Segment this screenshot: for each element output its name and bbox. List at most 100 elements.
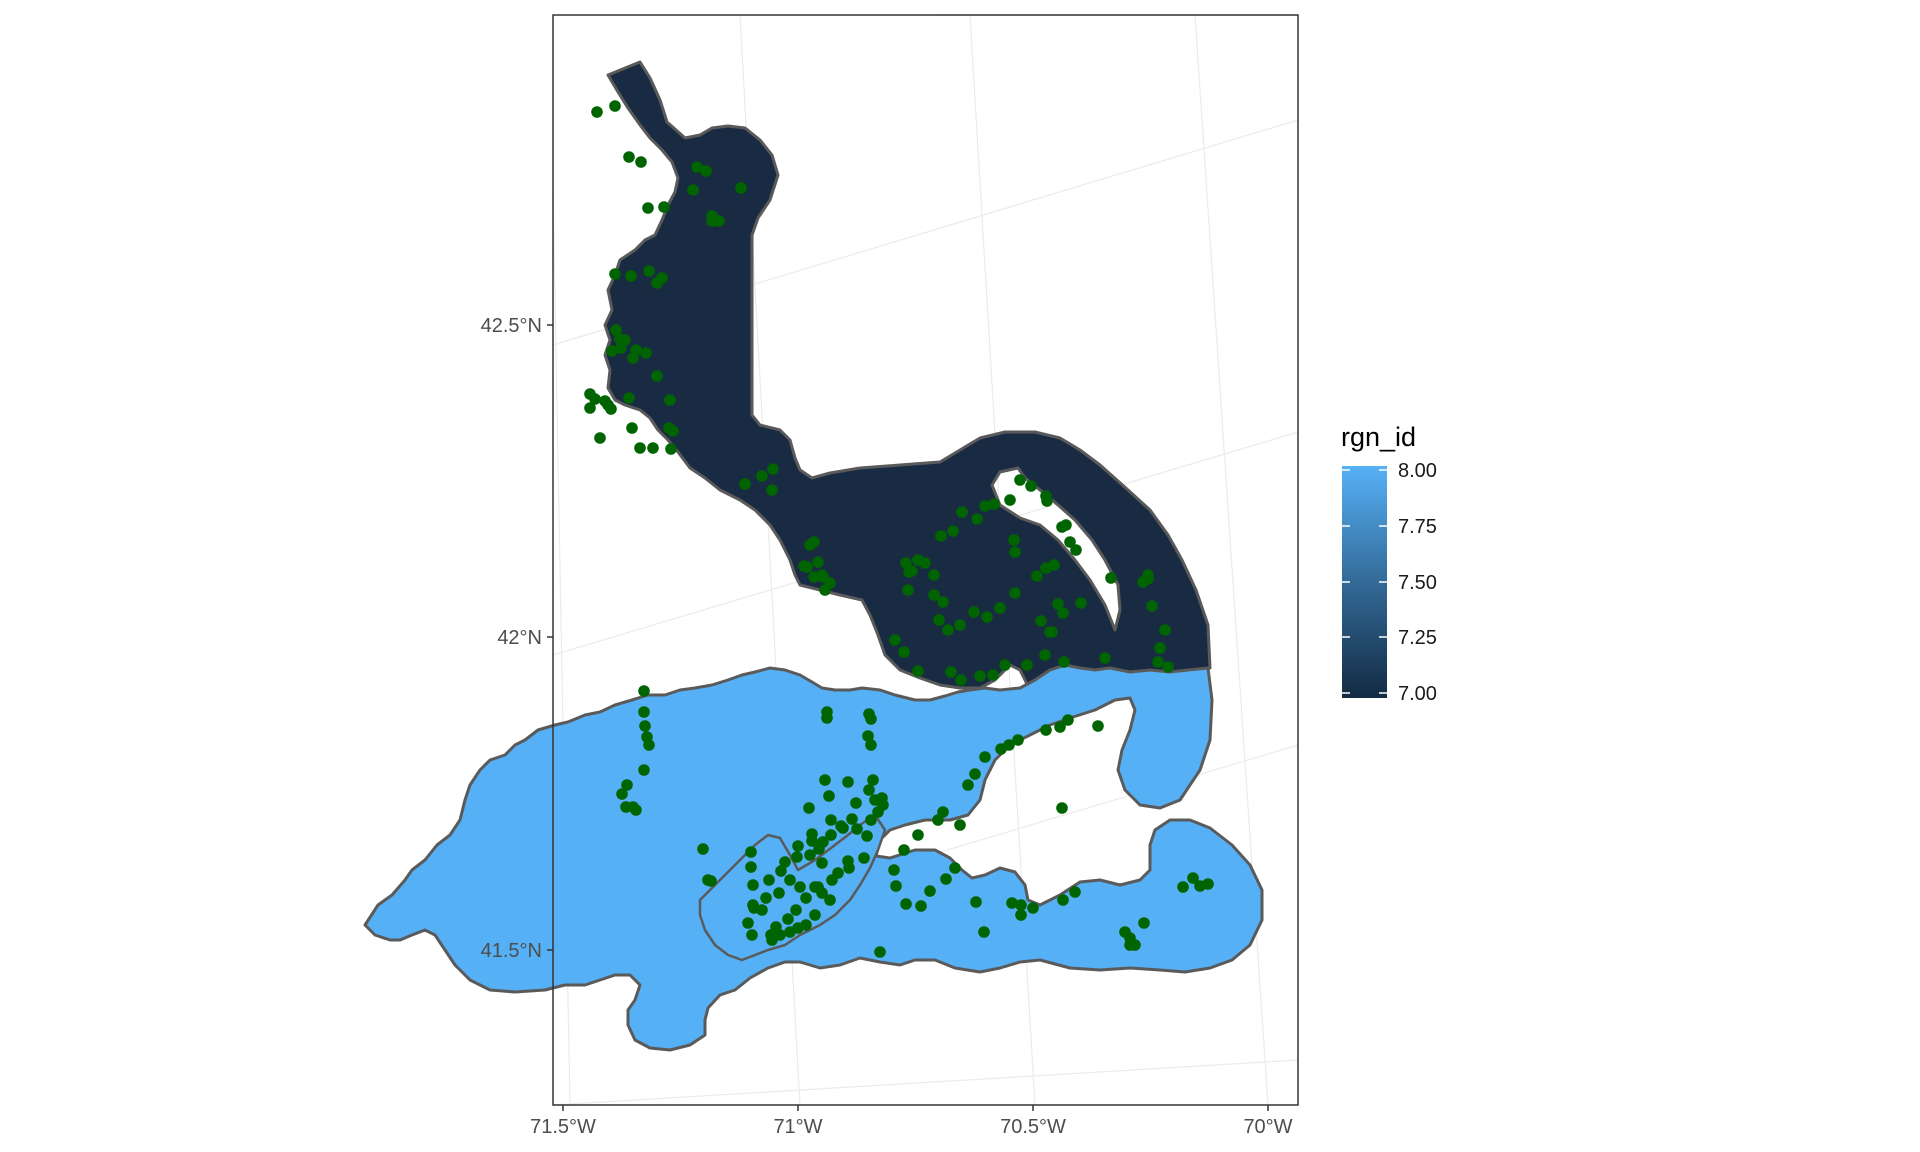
- site-point: [970, 896, 982, 908]
- site-point: [981, 611, 993, 623]
- site-point: [642, 202, 654, 214]
- legend: rgn_id 8.00 7.75 7.50 7.25 7.00: [1341, 422, 1437, 705]
- site-point: [651, 277, 663, 289]
- site-point: [962, 779, 974, 791]
- site-point: [806, 835, 818, 847]
- site-point: [634, 442, 646, 454]
- site-point: [1138, 917, 1150, 929]
- site-point: [687, 184, 699, 196]
- site-point: [782, 913, 794, 925]
- site-point: [792, 840, 804, 852]
- site-point: [1060, 519, 1072, 531]
- site-point: [609, 268, 621, 280]
- site-point: [745, 846, 757, 858]
- site-point: [865, 814, 877, 826]
- site-point: [627, 352, 639, 364]
- site-point: [615, 342, 627, 354]
- site-point: [1177, 881, 1189, 893]
- site-point: [664, 394, 676, 406]
- site-point: [979, 751, 991, 763]
- monitoring-points: [584, 100, 1214, 958]
- site-point: [747, 899, 759, 911]
- site-point: [803, 802, 815, 814]
- site-point: [1056, 802, 1068, 814]
- site-point: [813, 843, 825, 855]
- site-point: [1039, 649, 1051, 661]
- site-point: [610, 324, 622, 336]
- graticule-line: [552, 1059, 1299, 1106]
- site-point: [1162, 661, 1174, 673]
- site-point: [846, 813, 858, 825]
- site-point: [912, 829, 924, 841]
- site-point: [825, 829, 837, 841]
- site-point: [1152, 656, 1164, 668]
- site-point: [643, 739, 655, 751]
- legend-label: 7.75: [1398, 516, 1437, 538]
- site-point: [594, 432, 606, 444]
- site-point: [705, 875, 717, 887]
- site-point: [898, 646, 910, 658]
- site-point: [1048, 559, 1060, 571]
- site-point: [638, 764, 650, 776]
- site-point: [784, 874, 796, 886]
- y-tick-label: 42°N: [497, 627, 542, 649]
- site-point: [850, 797, 862, 809]
- site-point: [658, 201, 670, 213]
- site-point: [630, 804, 642, 816]
- site-point: [1009, 546, 1021, 558]
- site-point: [865, 739, 877, 751]
- y-tick-label: 41.5°N: [481, 940, 542, 962]
- site-point: [968, 606, 980, 618]
- site-point: [713, 215, 725, 227]
- site-point: [821, 712, 833, 724]
- site-point: [746, 929, 758, 941]
- site-point: [1003, 739, 1015, 751]
- site-point: [954, 619, 966, 631]
- axes: [547, 324, 1269, 1111]
- x-tick-label: 71°W: [773, 1116, 822, 1138]
- site-point: [1031, 570, 1043, 582]
- site-point: [867, 774, 879, 786]
- site-point: [837, 822, 849, 834]
- site-point: [1027, 902, 1039, 914]
- site-point: [742, 917, 754, 929]
- site-point: [888, 864, 900, 876]
- site-point: [1004, 494, 1016, 506]
- site-point: [816, 857, 828, 869]
- site-point: [626, 422, 638, 434]
- site-point: [638, 685, 650, 697]
- site-point: [584, 402, 596, 414]
- site-point: [1070, 544, 1082, 556]
- site-point: [756, 904, 768, 916]
- legend-label: 7.25: [1398, 627, 1437, 649]
- site-point: [616, 788, 628, 800]
- site-point: [889, 634, 901, 646]
- site-point: [862, 730, 874, 742]
- site-point: [1142, 569, 1154, 581]
- site-point: [906, 565, 918, 577]
- legend-title: rgn_id: [1341, 422, 1416, 452]
- site-point: [790, 904, 802, 916]
- site-point: [819, 774, 831, 786]
- site-point: [1052, 598, 1064, 610]
- site-point: [858, 852, 870, 864]
- region-7-polygon: [603, 60, 1212, 707]
- site-point: [902, 584, 914, 596]
- site-point: [766, 484, 778, 496]
- site-point: [1124, 932, 1136, 944]
- site-point: [898, 844, 910, 856]
- site-point: [1092, 720, 1104, 732]
- site-point: [1015, 909, 1027, 921]
- site-point: [700, 165, 712, 177]
- site-point: [824, 577, 836, 589]
- site-point: [735, 182, 747, 194]
- site-point: [974, 670, 986, 682]
- site-point: [812, 556, 824, 568]
- site-point: [832, 867, 844, 879]
- site-point: [1021, 659, 1033, 671]
- site-point: [1202, 878, 1214, 890]
- site-point: [812, 881, 824, 893]
- site-point: [863, 784, 875, 796]
- site-point: [823, 790, 835, 802]
- site-point: [928, 569, 940, 581]
